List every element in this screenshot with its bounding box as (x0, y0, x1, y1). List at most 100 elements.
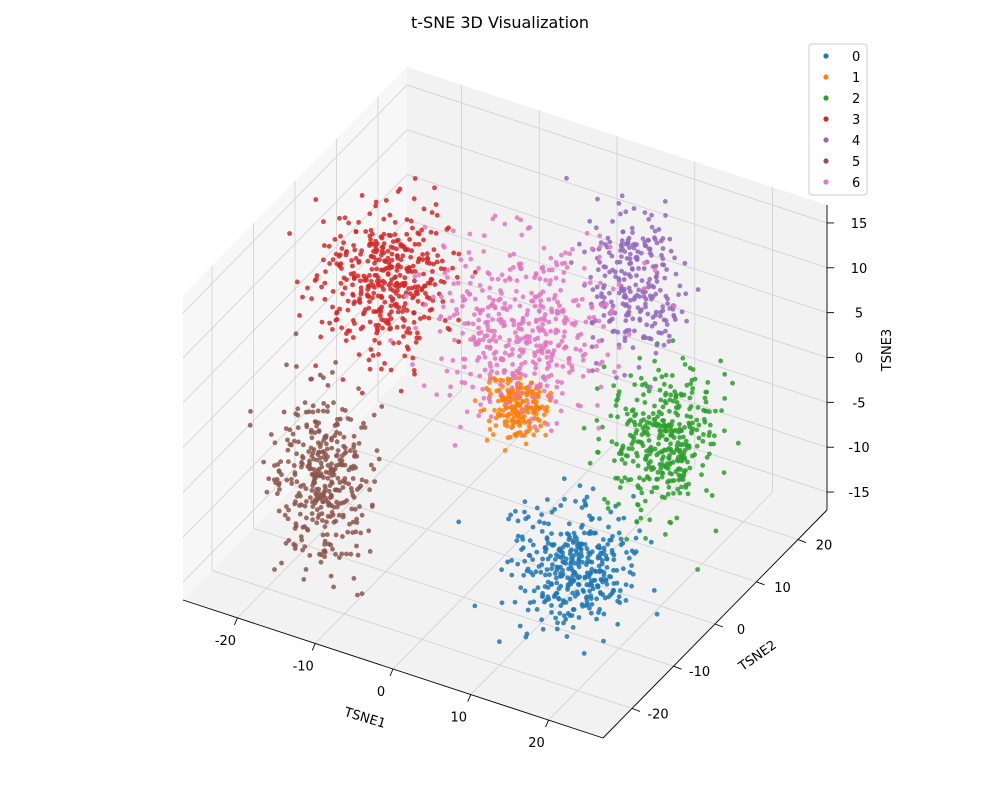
scatter-point (611, 557, 617, 563)
scatter-point (504, 405, 510, 411)
scatter-point (287, 427, 293, 433)
scatter-point (527, 426, 533, 431)
scatter-point (365, 287, 371, 292)
scatter-point (591, 530, 597, 536)
scatter-point (432, 282, 438, 287)
scatter-point (671, 435, 677, 440)
scatter-point (458, 424, 463, 430)
scatter-point (558, 531, 564, 537)
scatter-point (627, 261, 632, 267)
scatter-point (317, 372, 323, 378)
scatter-point (440, 243, 446, 249)
scatter-point (632, 328, 637, 334)
scatter-point (455, 280, 461, 286)
scatter-point (264, 489, 270, 495)
z-gridline (406, 174, 828, 314)
scatter-point (592, 577, 598, 583)
scatter-point (321, 454, 327, 460)
scatter-point (470, 321, 476, 327)
scatter-point (334, 310, 339, 316)
scatter-point (663, 293, 669, 299)
scatter-point (376, 322, 381, 328)
scatter-point (652, 403, 657, 409)
scatter-point (392, 275, 397, 281)
scatter-point (491, 333, 497, 339)
scatter-point (326, 541, 331, 547)
scatter-point (615, 414, 620, 420)
scatter-point (531, 432, 537, 438)
scatter-point (544, 355, 550, 360)
scatter-point (491, 351, 497, 357)
scatter-point (380, 325, 385, 331)
scatter-point (613, 475, 618, 481)
scatter-point (411, 310, 417, 316)
scatter-point (530, 359, 536, 365)
scatter-point (540, 265, 546, 270)
scatter-point (584, 599, 590, 604)
scatter-point (567, 370, 572, 375)
scatter-point (623, 598, 629, 603)
x-tick (311, 643, 316, 651)
scatter-point (509, 558, 514, 563)
scatter-point (652, 267, 658, 273)
scatter-point (579, 505, 585, 510)
scatter-point (516, 339, 521, 344)
scatter-point (631, 438, 636, 444)
scatter-point (630, 242, 636, 248)
scatter-point (432, 185, 437, 191)
scatter-point (268, 432, 274, 437)
scatter-point (569, 613, 575, 618)
scatter-point (555, 299, 560, 305)
scatter-point (502, 350, 508, 356)
scatter-point (339, 453, 345, 459)
scatter-point (425, 256, 431, 262)
scatter-point (473, 342, 478, 347)
scatter-point (319, 473, 324, 479)
scatter-point (596, 553, 601, 559)
scatter-point (551, 296, 557, 301)
scatter-point (589, 246, 595, 252)
scatter-point (294, 364, 299, 369)
scatter-point (638, 507, 644, 513)
scatter-point (619, 254, 624, 259)
scatter-point (599, 561, 605, 567)
chart-title: t-SNE 3D Visualization (411, 13, 589, 32)
scatter-point (622, 335, 628, 340)
scatter-point (350, 519, 356, 525)
scatter-point (660, 462, 665, 467)
scatter-point (660, 262, 665, 267)
scatter-point (681, 434, 686, 440)
scatter-point (415, 330, 420, 336)
scatter-point (361, 420, 366, 426)
scatter-point (447, 290, 453, 296)
scatter-point (388, 233, 393, 239)
legend-label-3: 3 (852, 113, 860, 128)
legend-marker-3 (823, 116, 829, 122)
scatter-point (374, 448, 380, 453)
scatter-point (390, 239, 396, 245)
scatter-point (621, 277, 627, 282)
scatter-point (582, 498, 587, 503)
scatter-point (440, 299, 446, 304)
scatter-point (683, 468, 688, 473)
scatter-point (676, 472, 682, 478)
scatter-point (531, 599, 537, 605)
scatter-point (322, 489, 327, 494)
scatter-point (544, 536, 550, 542)
scatter-point (373, 199, 379, 205)
x-tick-label: 20 (528, 736, 545, 751)
scatter-point (640, 411, 646, 416)
scatter-point (321, 257, 326, 263)
scatter-point (352, 506, 358, 512)
scatter-point (352, 247, 358, 253)
scatter-point (735, 440, 741, 446)
scatter-point (618, 211, 623, 217)
scatter-point (634, 519, 640, 524)
scatter-point (406, 286, 411, 291)
scatter-point (650, 294, 656, 300)
scatter-point (597, 606, 602, 612)
scatter-point (351, 243, 356, 248)
scatter-point (531, 408, 536, 414)
scatter-point (522, 588, 528, 594)
